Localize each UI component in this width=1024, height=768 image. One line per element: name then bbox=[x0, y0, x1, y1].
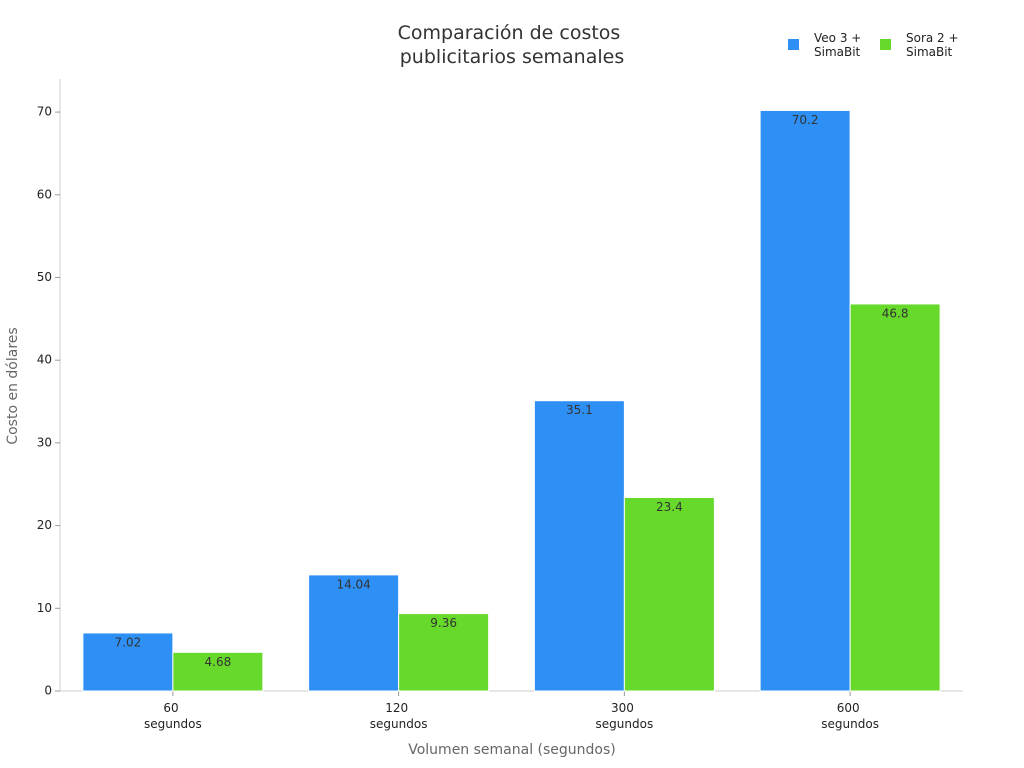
legend-label: Veo 3 + SimaBit bbox=[814, 31, 865, 59]
y-tick-label: 30 bbox=[37, 435, 52, 449]
y-tick-label: 70 bbox=[37, 105, 52, 119]
y-tick-label: 20 bbox=[37, 518, 52, 532]
value-label: 70.2 bbox=[792, 113, 819, 127]
bar bbox=[82, 632, 174, 692]
bar bbox=[533, 400, 625, 692]
value-label: 14.04 bbox=[336, 577, 370, 591]
y-tick-label: 0 bbox=[44, 684, 52, 698]
bar bbox=[623, 496, 715, 692]
legend-label: Sora 2 + SimaBit bbox=[906, 31, 962, 59]
value-label: 46.8 bbox=[882, 306, 909, 320]
chart-title: Comparación de costos publicitarios sema… bbox=[398, 22, 627, 68]
value-label: 9.36 bbox=[430, 616, 457, 630]
y-tick-label: 50 bbox=[37, 270, 52, 284]
bar bbox=[308, 574, 400, 692]
bar bbox=[172, 651, 264, 692]
y-axis-label: Costo en dólares bbox=[5, 327, 21, 444]
value-label: 4.68 bbox=[205, 655, 232, 669]
bar bbox=[849, 303, 941, 692]
x-axis-label: Volumen semanal (segundos) bbox=[408, 742, 616, 758]
x-tick-label: 60 segundos bbox=[144, 701, 202, 731]
y-tick-label: 10 bbox=[37, 601, 52, 615]
y-tick-label: 40 bbox=[37, 353, 52, 367]
y-tick-label: 60 bbox=[37, 187, 52, 201]
legend-swatch bbox=[788, 39, 799, 50]
x-tick-label: 300 segundos bbox=[596, 701, 654, 731]
bar bbox=[759, 109, 851, 692]
bar bbox=[398, 613, 490, 692]
value-label: 7.02 bbox=[115, 635, 142, 649]
x-tick-label: 600 segundos bbox=[821, 701, 879, 731]
x-tick-label: 120 segundos bbox=[370, 701, 428, 731]
value-label: 35.1 bbox=[566, 403, 593, 417]
value-label: 23.4 bbox=[656, 500, 683, 514]
legend-swatch bbox=[880, 39, 891, 50]
